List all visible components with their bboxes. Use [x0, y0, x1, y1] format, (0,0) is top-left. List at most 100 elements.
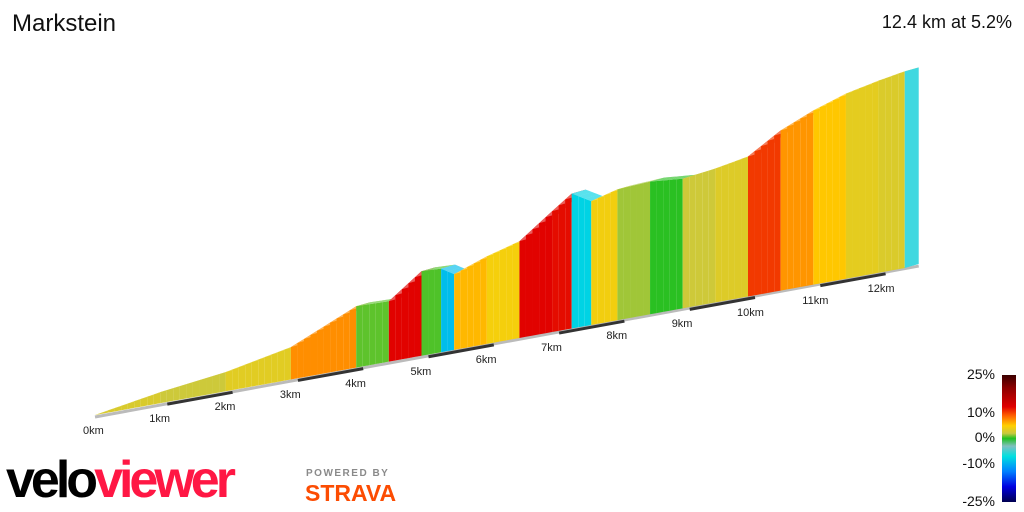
profile-segment-top: [434, 264, 456, 270]
km-tick-bar: [689, 296, 756, 311]
profile-segment-highlight: [421, 266, 443, 272]
profile-segment: [741, 156, 748, 298]
profile-segment: [643, 181, 651, 316]
profile-segment: [623, 186, 631, 320]
colorbar-tick: 10%: [966, 404, 995, 420]
profile-segment-highlight: [356, 301, 377, 307]
profile-segment: [454, 270, 461, 350]
profile-segment-top: [447, 267, 469, 275]
profile-segment: [428, 269, 435, 355]
x-tick-label: 0km: [83, 425, 104, 437]
segment-title: Markstein: [12, 10, 117, 37]
x-tick-label: 11km: [802, 294, 829, 307]
veloviewer-logo[interactable]: veloviewer: [6, 451, 236, 509]
profile-segment: [898, 71, 905, 270]
profile-segment: [153, 392, 161, 405]
profile-segment-highlight: [447, 267, 469, 275]
profile-segment: [251, 359, 259, 387]
profile-end-cap: [904, 67, 919, 269]
profile-segment: [872, 80, 879, 274]
profile-segment: [199, 378, 207, 397]
profile-segment-top: [421, 266, 443, 272]
profile-segment: [865, 83, 873, 276]
profile-segment-top: [617, 183, 638, 190]
profile-segment: [467, 263, 474, 348]
x-tick-label: 1km: [149, 413, 171, 426]
profile-segment: [512, 241, 520, 340]
profile-segment: [414, 271, 422, 357]
profile-segment: [179, 384, 187, 400]
profile-segment: [571, 193, 579, 329]
profile-segment-highlight: [369, 299, 390, 305]
profile-segment: [401, 283, 409, 360]
profile-segment: [650, 181, 657, 315]
km-tick-bar: [558, 319, 625, 335]
profile-segment: [676, 178, 683, 310]
profile-segment: [160, 390, 167, 404]
profile-segment-highlight: [663, 175, 684, 181]
profile-segment: [885, 75, 892, 272]
profile-segment: [186, 382, 193, 399]
profile-segment-highlight: [434, 264, 456, 270]
colorbar-tick: -25%: [962, 493, 995, 509]
profile-segment-top: [584, 194, 606, 202]
profile-segment: [734, 158, 742, 299]
profile-segment: [669, 179, 677, 311]
profile-segment: [408, 277, 415, 359]
profile-segment: [441, 268, 448, 353]
profile-segment: [232, 367, 239, 391]
x-tick-label: 3km: [279, 389, 301, 402]
profile-segment: [656, 180, 664, 314]
profile-segment: [382, 301, 389, 363]
profile-segment: [859, 85, 866, 277]
profile-segment: [323, 322, 331, 374]
profile-segment: [493, 250, 500, 343]
x-tick-label: 5km: [410, 365, 432, 378]
profile-segment: [682, 176, 690, 309]
profile-segment: [597, 195, 605, 324]
profile-segment: [891, 73, 899, 271]
profile-segment: [473, 259, 481, 347]
profile-segment: [702, 170, 709, 305]
profile-segment: [845, 91, 853, 279]
profile-segment: [695, 172, 703, 306]
profile-segment-highlight: [630, 180, 651, 187]
profile-segment: [245, 362, 252, 388]
profile-segment-top: [663, 175, 684, 181]
profile-segment: [127, 401, 135, 410]
profile-segment: [800, 114, 807, 288]
x-tick-label: 7km: [541, 342, 562, 355]
profile-segment: [264, 354, 272, 385]
profile-segment-top: [669, 175, 691, 180]
x-tick-label: 12km: [867, 282, 895, 295]
profile-segment-highlight: [428, 265, 449, 271]
profile-segment: [539, 217, 546, 335]
profile-segment: [565, 193, 572, 330]
profile-segment-highlight: [617, 183, 638, 190]
colorbar-tick: -10%: [962, 455, 995, 471]
profile-segment-top: [369, 299, 390, 305]
x-tick-label: 4km: [345, 377, 366, 390]
colorbar-tick: 0%: [974, 429, 995, 445]
profile-segment: [480, 256, 487, 346]
profile-segment: [277, 349, 285, 382]
profile-segment: [819, 103, 827, 284]
profile-segment: [506, 244, 513, 341]
profile-segment: [388, 295, 396, 362]
segment-summary: 12.4 km at 5.2%: [881, 12, 1012, 32]
profile-segment: [813, 107, 820, 285]
profile-segment: [617, 187, 624, 321]
km-tick-bar: [297, 367, 364, 382]
profile-segment: [192, 380, 200, 398]
km-tick-bar: [820, 272, 886, 288]
strava-logo[interactable]: STRAVA: [305, 480, 397, 506]
km-tick-bar: [167, 390, 233, 406]
profile-segment: [447, 271, 455, 352]
colorbar-tick: 25%: [966, 366, 995, 382]
profile-segment: [166, 388, 174, 402]
profile-segment-highlight: [676, 174, 697, 180]
profile-segment-top: [578, 192, 599, 199]
profile-segment-highlight: [656, 176, 678, 182]
profile-segment: [330, 318, 337, 373]
